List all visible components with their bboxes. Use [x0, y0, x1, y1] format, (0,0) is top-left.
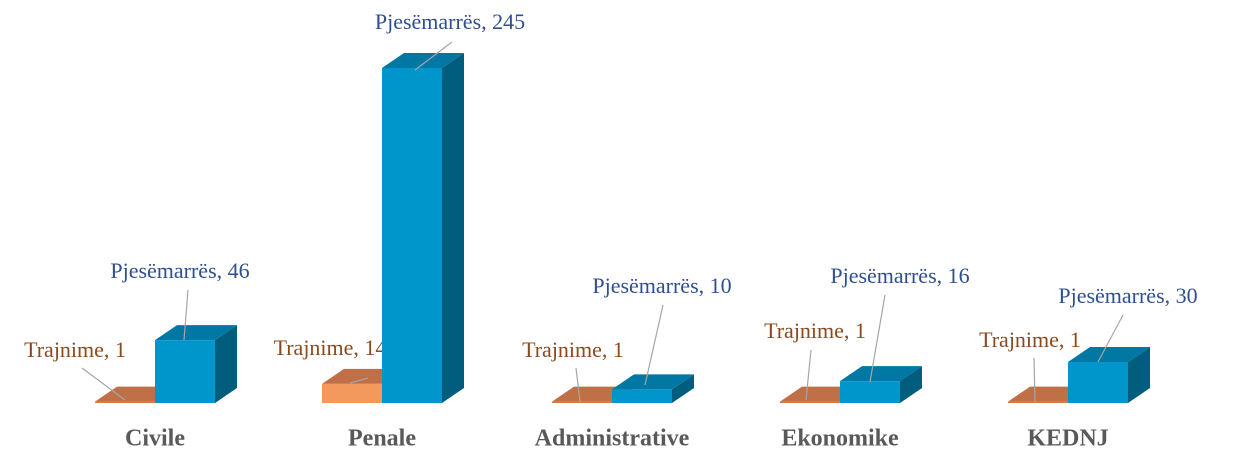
bar-front: [322, 383, 382, 403]
bar-front: [382, 68, 442, 403]
bar-front: [552, 401, 612, 403]
bar-side: [1128, 346, 1150, 403]
data-label: Trajnime, 1: [979, 327, 1081, 352]
leader-line: [644, 304, 664, 386]
bar-front: [155, 340, 215, 403]
data-label: Pjesëmarrës, 10: [592, 273, 731, 298]
leader-line: [414, 41, 453, 71]
x-tick-label: Civile: [125, 426, 185, 452]
leader-line: [869, 294, 886, 383]
bar: [382, 53, 464, 403]
leader-line: [81, 367, 126, 401]
data-label: Trajnime, 1: [522, 337, 624, 362]
bar-front: [612, 389, 672, 403]
x-tick-label: Penale: [348, 426, 416, 452]
data-label: Pjesëmarrës, 16: [830, 263, 969, 288]
bar-side: [442, 53, 464, 403]
bar-side: [900, 366, 922, 403]
data-label: Pjesëmarrës, 245: [375, 9, 525, 34]
leader-line: [805, 349, 812, 401]
bar-top: [1068, 346, 1150, 362]
bar-front: [780, 401, 840, 403]
bar-front: [840, 381, 900, 403]
bar: [1068, 346, 1150, 403]
leader-line: [349, 377, 369, 384]
x-tick-label: Ekonomike: [781, 426, 899, 452]
data-label: Pjesëmarrës, 30: [1058, 283, 1197, 308]
leader-line: [183, 289, 189, 341]
bar: [612, 374, 694, 403]
bar-top: [155, 325, 237, 341]
leader-line: [1033, 357, 1036, 403]
bar: [155, 325, 237, 403]
bar-front: [1008, 401, 1068, 403]
leader-line: [575, 367, 581, 403]
bar-front: [95, 401, 155, 403]
data-label: Pjesëmarrës, 46: [110, 258, 249, 283]
leader-line: [1097, 314, 1124, 363]
x-tick-label: KEDNJ: [1027, 426, 1108, 452]
data-label: Trajnime, 1: [24, 337, 126, 362]
bar-front: [1068, 361, 1128, 403]
bar-side: [215, 325, 237, 403]
bar-side: [672, 374, 694, 403]
data-label: Trajnime, 14: [274, 335, 387, 360]
x-tick-label: Administrative: [535, 426, 690, 452]
bar: [840, 366, 922, 403]
bar-top: [382, 53, 464, 68]
data-label: Trajnime, 1: [764, 318, 866, 343]
bar-top: [840, 366, 922, 382]
bar-top: [612, 374, 694, 390]
